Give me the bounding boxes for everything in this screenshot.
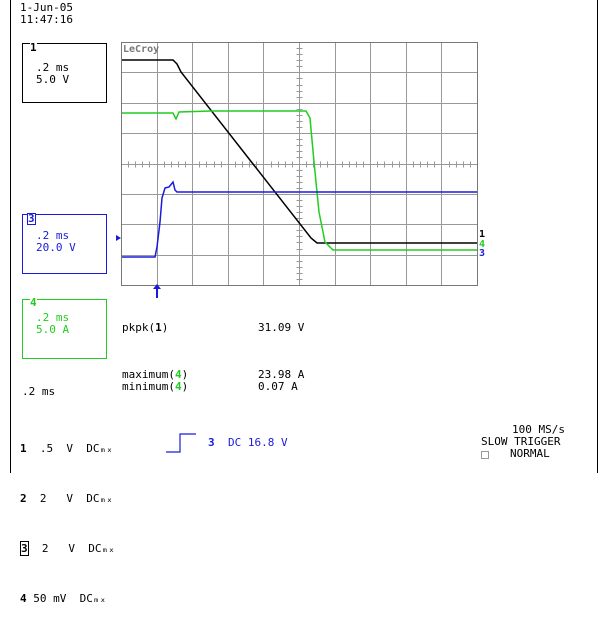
pkpk-measurement-label: pkpk(1) bbox=[122, 321, 169, 334]
right-border bbox=[597, 0, 598, 473]
time-text: 11:47:16 bbox=[20, 13, 73, 26]
channel-4-timebase: .2 ms bbox=[36, 311, 70, 324]
trace-channel-4 bbox=[122, 110, 477, 251]
oscilloscope-screen: 1-Jun-05 11:47:16 1 .2 ms 5.0 V 3 .2 ms … bbox=[10, 0, 598, 605]
maximum-measurement-label: maximum(4) bbox=[122, 368, 189, 381]
channel-row-4[interactable]: 4 50 mV DCₘₓ bbox=[20, 592, 107, 605]
channel-3-offset-marker bbox=[116, 235, 121, 241]
timebase-setting: .2 ms bbox=[22, 385, 56, 398]
channel-3-scale: 20.0 V bbox=[36, 241, 76, 254]
left-border bbox=[10, 0, 11, 473]
trace-end-marker-1: 1 bbox=[479, 229, 486, 240]
waveform-display[interactable] bbox=[121, 42, 478, 286]
trigger-position-arrow-icon bbox=[153, 284, 161, 298]
channel-1-scale: 5.0 V bbox=[36, 73, 70, 86]
trigger-channel: 3 bbox=[208, 436, 215, 449]
trigger-mode: SLOW TRIGGER bbox=[481, 435, 561, 448]
channel-row-2[interactable]: 2 2 V DCₘₓ bbox=[20, 492, 113, 505]
channel-4-box[interactable] bbox=[22, 299, 107, 359]
channel-row-1[interactable]: 1 .5 V DCₘₓ bbox=[20, 442, 113, 455]
minimum-measurement-label: minimum(4) bbox=[122, 380, 189, 393]
trace-end-marker-3: 3 bbox=[479, 248, 486, 259]
channel-4-label: 4 bbox=[30, 296, 37, 309]
pkpk-measurement-value: 31.09 V bbox=[258, 321, 305, 334]
trace-channel-3 bbox=[122, 180, 477, 258]
channel-row-3[interactable]: 3 2 V DCₘₓ bbox=[20, 541, 115, 556]
trace-end-marker-4: 4 bbox=[479, 239, 486, 250]
trigger-slope-icon bbox=[166, 433, 196, 453]
channel-3-box[interactable] bbox=[22, 214, 107, 274]
trigger-state-checkbox[interactable] bbox=[481, 451, 489, 459]
sample-rate: 100 MS/s bbox=[512, 423, 565, 436]
channel-4-scale: 5.0 A bbox=[36, 323, 70, 336]
trace-channel-1 bbox=[122, 59, 477, 244]
grid-border bbox=[121, 42, 478, 286]
trigger-state: NORMAL bbox=[510, 447, 550, 460]
channel-3-label: 3 bbox=[27, 212, 36, 225]
channel-1-timebase: .2 ms bbox=[36, 61, 70, 74]
trigger-level: DC 16.8 V bbox=[228, 436, 288, 449]
channel-1-label: 1 bbox=[30, 41, 37, 54]
minimum-measurement-value: 0.07 A bbox=[258, 380, 298, 393]
maximum-measurement-value: 23.98 A bbox=[258, 368, 305, 381]
date-text: 1-Jun-05 bbox=[20, 1, 73, 14]
channel-table: 1 .5 V DCₘₓ 2 2 V DCₘₓ 3 2 V DCₘₓ 4 50 m… bbox=[20, 405, 115, 643]
lecroy-logo: LeCroy bbox=[123, 44, 160, 55]
channel-3-timebase: .2 ms bbox=[36, 229, 70, 242]
